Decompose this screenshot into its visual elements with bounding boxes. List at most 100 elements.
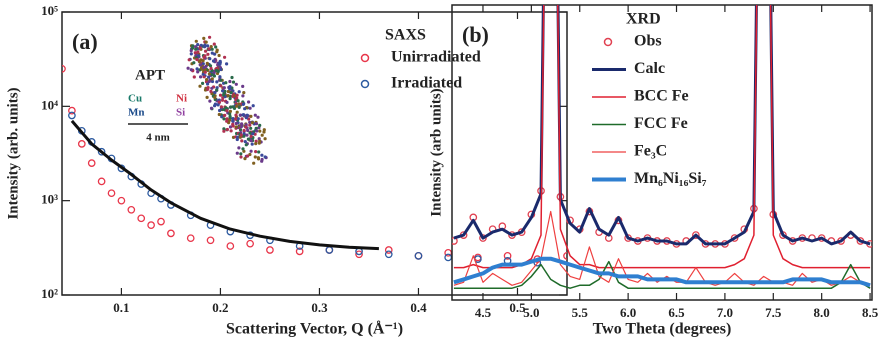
atom <box>255 127 258 130</box>
atom <box>200 44 203 47</box>
scale-bar-label: 4 nm <box>146 132 170 144</box>
atom <box>218 62 221 65</box>
atom <box>203 45 206 48</box>
legend-label: Calc <box>634 60 665 77</box>
atom <box>248 131 251 134</box>
element-label: Mn <box>128 107 145 119</box>
atom <box>230 76 233 79</box>
atom <box>221 99 224 102</box>
x-axis-title: Two Theta (degrees) <box>593 321 732 338</box>
atom <box>212 59 215 62</box>
atom <box>196 70 199 73</box>
x-tick-label: 6.0 <box>620 305 636 320</box>
atom <box>235 105 238 108</box>
atom <box>236 94 239 97</box>
y-tick-label: 10⁴ <box>41 97 58 112</box>
atom <box>241 85 244 88</box>
data-point <box>138 215 144 221</box>
data-point <box>98 178 104 184</box>
atom <box>191 47 194 50</box>
atom <box>214 103 217 106</box>
atom <box>213 96 216 99</box>
atom <box>240 125 243 128</box>
atom <box>211 73 214 76</box>
atom <box>251 143 254 146</box>
atom <box>254 142 257 145</box>
atom <box>218 54 221 57</box>
data-point <box>267 247 273 253</box>
atom <box>223 114 226 117</box>
atom <box>234 117 237 120</box>
atom <box>208 72 211 75</box>
atom <box>249 115 252 118</box>
atom <box>210 107 213 110</box>
atom <box>206 88 209 91</box>
atom <box>223 86 226 89</box>
atom <box>213 43 216 46</box>
data-point <box>108 190 114 196</box>
y-axis-title: Intensity (arb. units) <box>5 87 21 219</box>
atom <box>202 59 205 62</box>
x-tick-label: 4.5 <box>475 305 492 320</box>
atom <box>254 155 257 158</box>
atom <box>204 50 207 53</box>
atom <box>240 139 243 142</box>
atom <box>206 96 209 99</box>
atom <box>251 132 254 135</box>
atom <box>211 77 214 80</box>
atom <box>235 83 238 86</box>
atom <box>218 113 221 116</box>
atom <box>240 117 243 120</box>
legend-label: FCC Fe <box>634 115 688 132</box>
data-point <box>158 218 164 224</box>
data-point <box>247 240 253 246</box>
atom <box>211 52 214 55</box>
data-line <box>454 212 870 286</box>
element-label: Cu <box>128 93 142 105</box>
atom <box>258 130 261 133</box>
atom <box>250 135 253 138</box>
legend-label: Mn₆Ni₁₆Si₇ <box>634 170 707 187</box>
atom <box>215 69 218 72</box>
atom <box>228 119 231 122</box>
data-point <box>415 253 421 259</box>
atom <box>222 130 225 133</box>
atom <box>206 62 209 65</box>
atom <box>252 104 255 107</box>
atom <box>258 140 261 143</box>
atom <box>208 36 211 39</box>
atom <box>260 160 263 163</box>
atom <box>208 57 211 60</box>
atom <box>219 84 222 87</box>
atom <box>244 140 247 143</box>
data-point <box>227 243 233 249</box>
atom <box>249 107 252 110</box>
atom <box>240 122 243 125</box>
atom <box>198 60 201 63</box>
apt-cloud <box>187 36 268 165</box>
atom <box>205 78 208 81</box>
atom <box>230 91 233 94</box>
atom <box>250 139 253 142</box>
atom <box>242 91 245 94</box>
atom <box>225 109 228 112</box>
atom <box>215 88 218 91</box>
atom <box>228 87 231 90</box>
atom <box>239 155 242 158</box>
data-point <box>118 197 124 203</box>
atom <box>232 81 235 84</box>
atom <box>188 58 191 61</box>
atom <box>206 53 209 56</box>
data-line <box>454 0 870 268</box>
atom <box>210 87 213 90</box>
atom <box>254 114 257 117</box>
data-line <box>454 259 870 286</box>
figure: 0.10.20.30.40.510²10³10⁴10⁵Scattering Ve… <box>0 0 887 342</box>
atom <box>196 43 199 46</box>
legend-marker <box>362 81 369 88</box>
atom <box>243 129 246 132</box>
atom <box>242 113 245 116</box>
atom <box>240 133 243 136</box>
legend-marker <box>362 55 369 62</box>
atom <box>264 137 267 140</box>
